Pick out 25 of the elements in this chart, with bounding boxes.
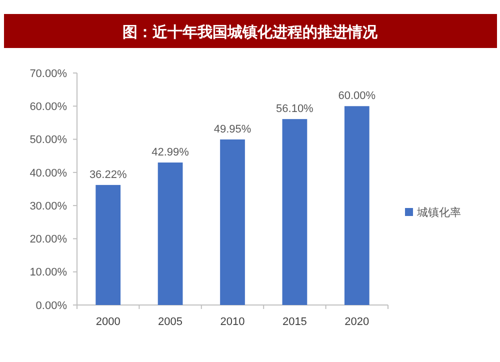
y-tick-label: 30.00% (30, 200, 68, 212)
y-tick-label: 10.00% (30, 266, 68, 279)
x-tick-label: 2000 (96, 316, 120, 328)
chart-title: 图：近十年我国城镇化进程的推进情况 (122, 23, 378, 41)
x-tick-label: 2020 (344, 316, 370, 328)
data-label: 42.99% (152, 146, 190, 159)
y-tick-label: 60.00% (30, 100, 68, 113)
y-tick-label: 20.00% (30, 234, 68, 246)
bar (96, 184, 121, 305)
y-tick-label: 70.00% (30, 68, 68, 80)
y-tick-label: 40.00% (30, 167, 68, 180)
y-tick-label: 50.00% (30, 134, 68, 146)
bar (282, 119, 308, 305)
bar (344, 106, 370, 305)
data-label: 56.10% (276, 103, 314, 116)
x-tick-label: 2005 (158, 316, 183, 328)
data-label: 36.22% (89, 168, 127, 181)
bar (220, 139, 245, 305)
legend-label: 城镇化率 (416, 206, 461, 219)
x-tick-label: 2015 (282, 316, 307, 328)
bar (158, 162, 183, 305)
y-tick-label: 0.00% (36, 300, 68, 312)
x-tick-label: 2010 (220, 316, 245, 328)
data-label: 49.95% (214, 123, 252, 136)
data-label: 60.00% (338, 90, 376, 102)
